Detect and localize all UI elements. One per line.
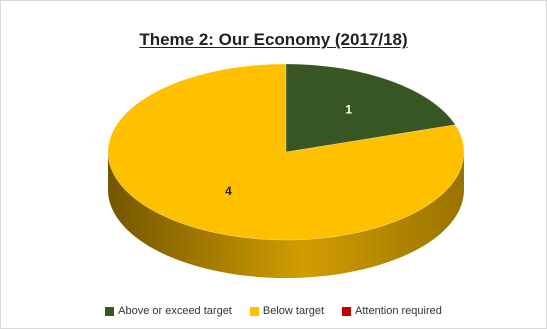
- legend-swatch-attention-required: [342, 306, 352, 316]
- legend-label-below-target: Below target: [262, 305, 325, 317]
- legend-swatch-above-target: [105, 306, 115, 316]
- chart-title-text: Theme 2: Our Economy (2017/18): [139, 30, 408, 49]
- pie-data-label-1: 4: [225, 184, 232, 198]
- legend-swatch-below-target: [249, 306, 259, 316]
- legend-label-attention-required: Attention required: [355, 305, 442, 317]
- legend-item-attention-required: Attention required: [342, 305, 442, 317]
- legend-label-above-target: Above or exceed target: [118, 305, 232, 317]
- pie-slice-0: [285, 63, 456, 153]
- chart-title: Theme 2: Our Economy (2017/18): [0, 30, 547, 50]
- pie-data-label-0: 1: [345, 102, 352, 116]
- legend-item-above-target: Above or exceed target: [105, 305, 232, 317]
- legend-item-below-target: Below target: [249, 305, 325, 317]
- pie-slice-1: [107, 63, 465, 241]
- pie-side-1-0: [108, 152, 464, 278]
- chart-legend: Above or exceed target Below target Atte…: [0, 305, 547, 317]
